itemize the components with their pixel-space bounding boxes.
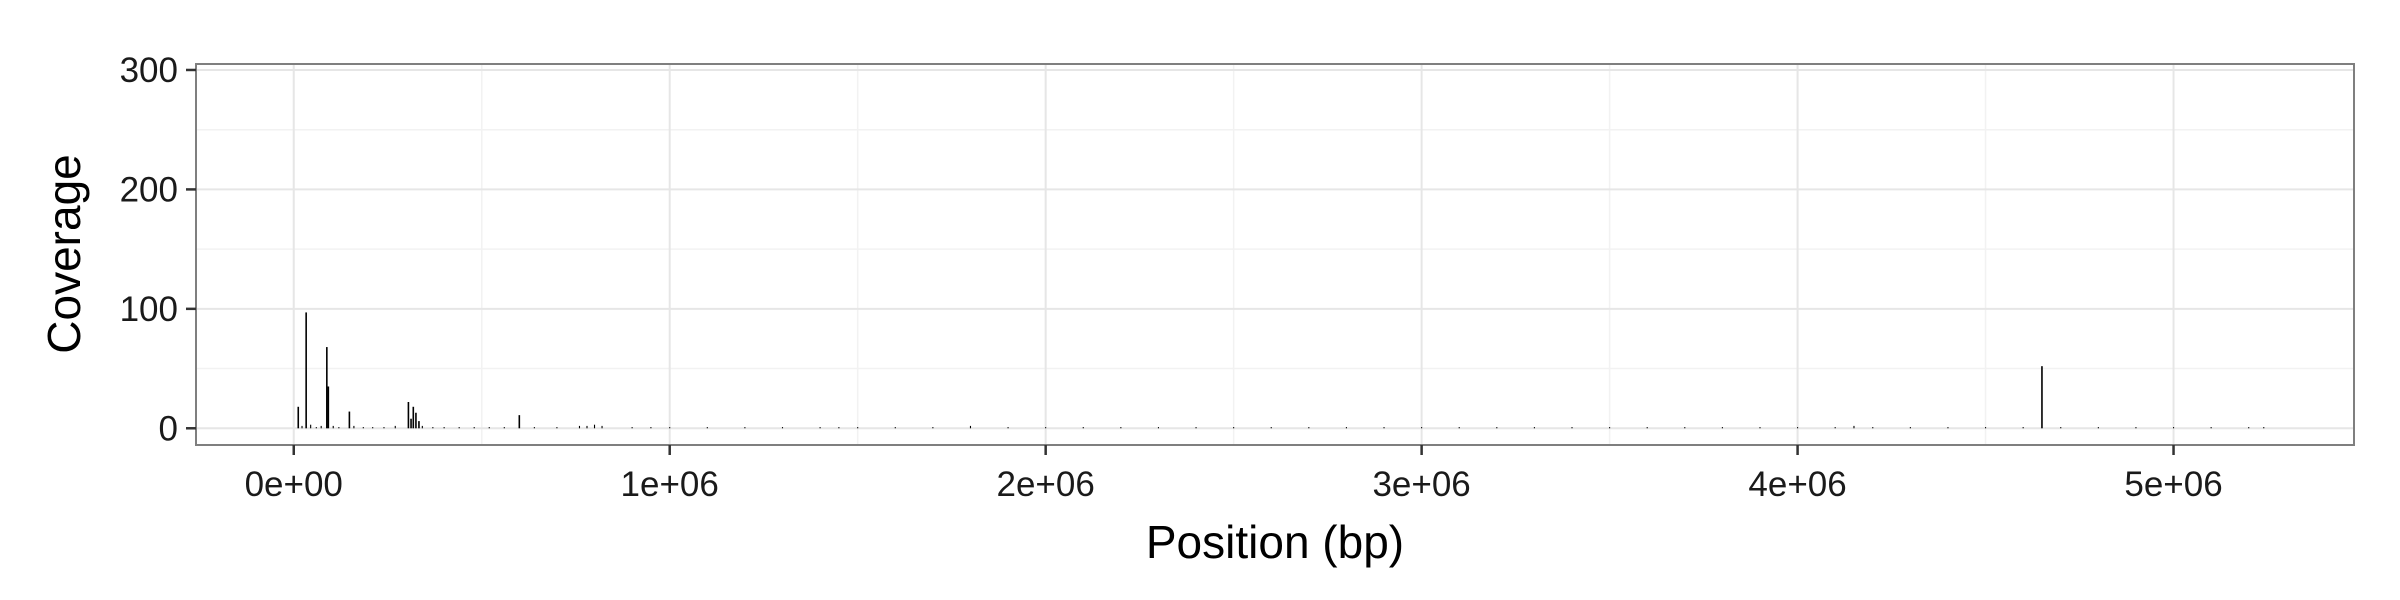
x-tick-label: 5e+06 (2124, 465, 2222, 504)
minor-gridlines (196, 64, 2354, 445)
plot-panel-border (195, 63, 2355, 446)
x-tick-label: 2e+06 (997, 465, 1095, 504)
y-tick-label: 100 (120, 290, 178, 329)
y-axis-title: Coverage (38, 154, 90, 353)
x-tick-label: 3e+06 (1372, 465, 1470, 504)
plot-background (196, 64, 2354, 445)
x-tick-label: 0e+00 (245, 465, 343, 504)
coverage-bars (297, 312, 2265, 429)
y-tick-label: 0 (159, 409, 178, 448)
y-tick-label: 300 (120, 51, 178, 90)
major-gridlines (196, 64, 2354, 445)
y-axis: 0 100 200 300 (120, 51, 196, 448)
x-tick-label: 4e+06 (1748, 465, 1846, 504)
y-tick-label: 200 (120, 170, 178, 209)
x-axis: 0e+00 1e+06 2e+06 3e+06 4e+06 5e+06 (245, 445, 2223, 504)
x-axis-title: Position (bp) (1146, 516, 1404, 568)
x-tick-label: 1e+06 (621, 465, 719, 504)
